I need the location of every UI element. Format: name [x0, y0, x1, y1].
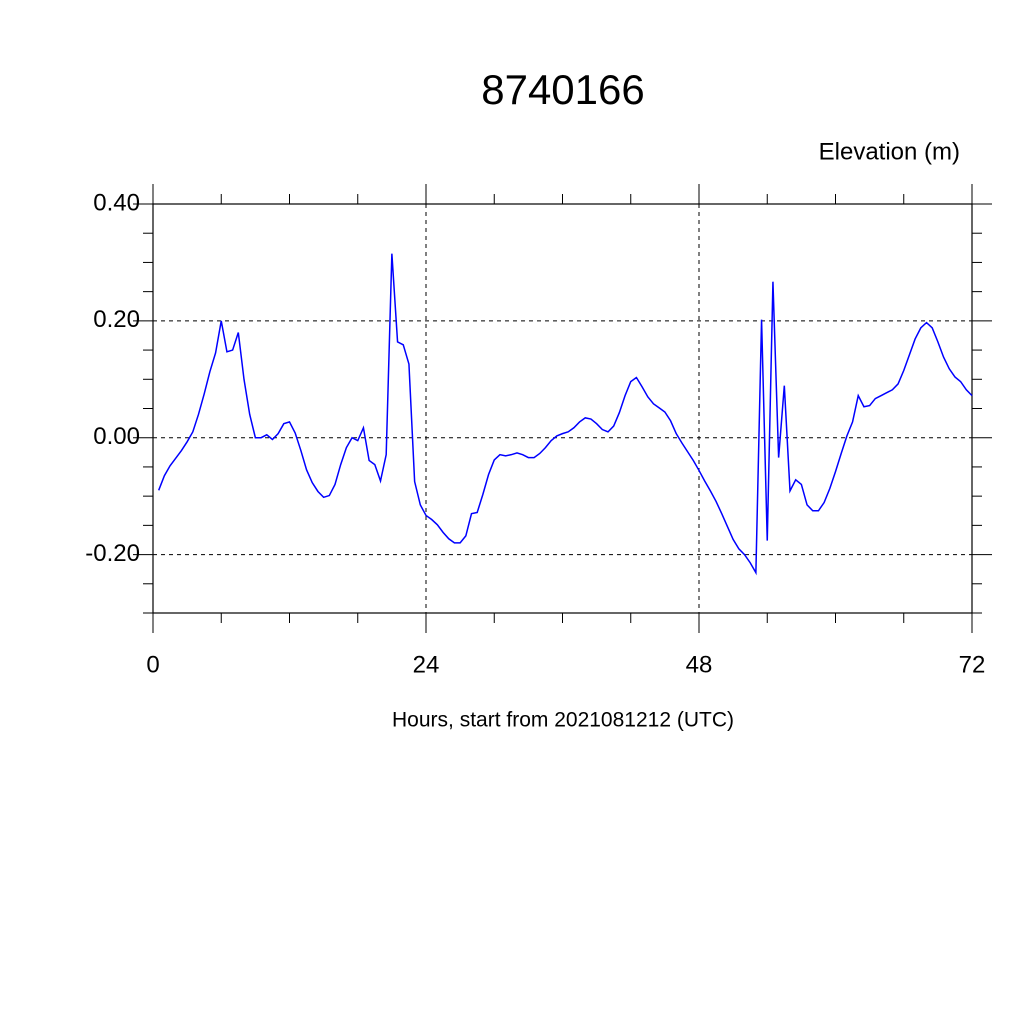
- x-tick-label: 0: [146, 651, 159, 678]
- y-tick-label: 0.40: [93, 189, 140, 216]
- x-tick-label: 48: [686, 651, 713, 678]
- y-tick-label: 0.20: [93, 306, 140, 333]
- chart-title: 8740166: [481, 66, 645, 113]
- y-tick-label: 0.00: [93, 423, 140, 450]
- y-tick-label: -0.20: [85, 540, 140, 567]
- x-tick-label: 72: [959, 651, 986, 678]
- y-axis-label: Elevation (m): [819, 138, 960, 165]
- x-axis-label: Hours, start from 2021081212 (UTC): [392, 709, 734, 732]
- x-tick-label: 24: [413, 651, 440, 678]
- plot-frame: [152, 203, 973, 614]
- data-line: [157, 253, 973, 576]
